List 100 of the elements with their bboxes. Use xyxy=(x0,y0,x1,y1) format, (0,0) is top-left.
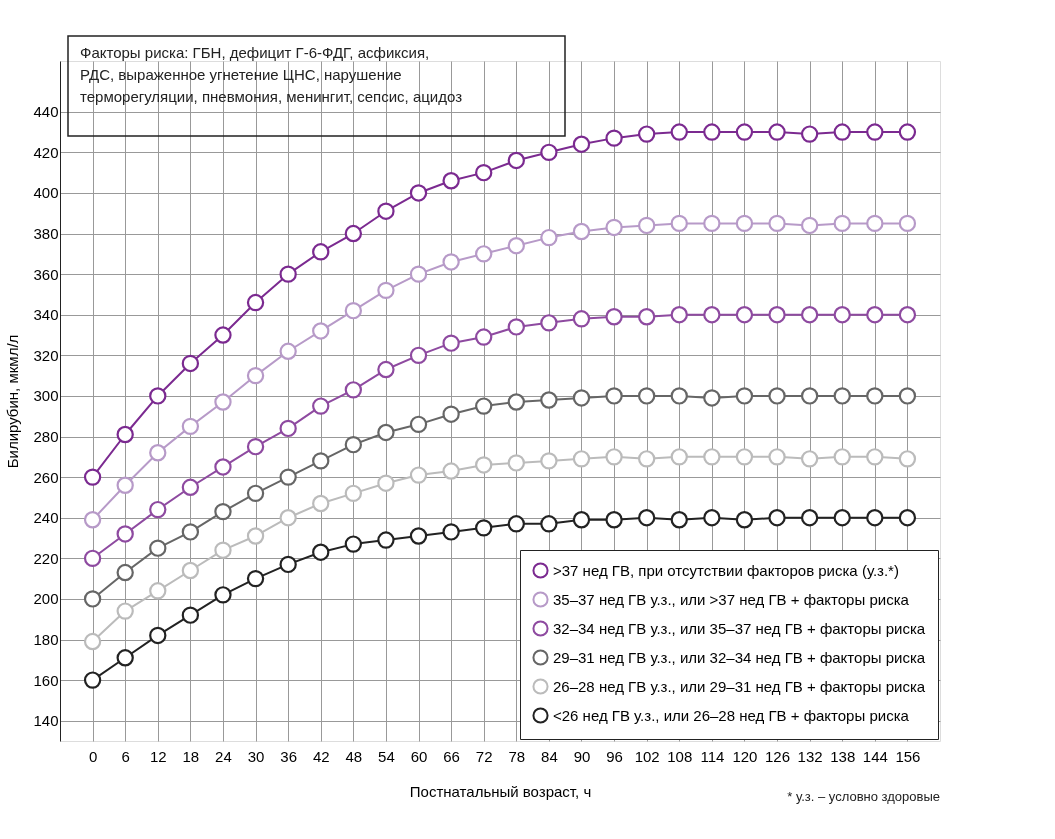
point xyxy=(605,218,623,237)
x-tick-label: 12 xyxy=(149,747,167,765)
point xyxy=(442,523,460,541)
point xyxy=(214,541,232,559)
x-tick-label: 114 xyxy=(700,747,725,765)
x-tick-label: 54 xyxy=(378,747,395,765)
y-tick-label: 140 xyxy=(33,712,59,730)
point xyxy=(898,387,917,405)
point xyxy=(866,387,884,405)
point xyxy=(768,509,786,527)
point xyxy=(181,478,200,496)
point xyxy=(800,216,819,235)
point xyxy=(833,306,851,324)
point xyxy=(833,123,851,141)
point xyxy=(149,444,167,462)
point xyxy=(637,216,656,235)
x-tick-label: 156 xyxy=(895,747,921,765)
x-tick-label: 84 xyxy=(541,747,558,765)
x-tick-label: 42 xyxy=(312,747,330,765)
point xyxy=(768,123,786,141)
point xyxy=(735,123,754,141)
point xyxy=(866,123,884,141)
x-tick-label: 36 xyxy=(280,747,297,765)
y-tick-label: 420 xyxy=(33,143,59,161)
point xyxy=(572,450,591,468)
point xyxy=(475,456,493,474)
point xyxy=(735,511,754,529)
x-axis-title: Постнатальный возраст, ч xyxy=(409,782,592,800)
point xyxy=(833,387,851,405)
point xyxy=(605,308,623,326)
point xyxy=(670,306,688,324)
point xyxy=(442,172,460,190)
point xyxy=(409,265,428,283)
x-tick-label: 18 xyxy=(182,747,200,765)
x-tick-label: 138 xyxy=(830,747,856,765)
point xyxy=(833,509,851,527)
x-tick-label: 30 xyxy=(247,747,265,765)
point xyxy=(507,393,525,411)
point xyxy=(735,387,754,405)
point xyxy=(181,606,200,624)
point xyxy=(442,253,460,271)
point xyxy=(377,474,395,492)
point xyxy=(246,527,265,545)
point xyxy=(377,423,395,442)
point xyxy=(312,452,330,470)
point xyxy=(866,306,884,324)
y-tick-label: 200 xyxy=(33,590,59,608)
x-tick-label: 102 xyxy=(634,747,660,765)
point xyxy=(181,523,200,541)
point xyxy=(768,448,786,466)
point xyxy=(116,525,134,543)
point xyxy=(670,214,688,233)
y-axis-title: Билирубин, мкмл/л xyxy=(4,334,22,469)
point xyxy=(475,163,493,182)
point xyxy=(246,293,265,312)
point xyxy=(898,306,917,324)
point xyxy=(149,387,167,405)
point xyxy=(344,435,363,454)
point xyxy=(214,458,232,476)
point xyxy=(181,354,200,373)
point xyxy=(637,509,656,527)
point xyxy=(507,454,525,472)
point xyxy=(279,468,297,486)
point xyxy=(833,214,851,233)
point xyxy=(279,342,297,360)
point xyxy=(703,389,721,407)
point xyxy=(703,509,721,527)
text: * у.з. – условно здоровые xyxy=(787,789,940,804)
y-tick-label: 320 xyxy=(33,346,59,364)
point xyxy=(768,214,786,233)
point xyxy=(703,123,721,141)
point xyxy=(605,511,623,529)
point xyxy=(898,509,917,527)
point xyxy=(670,387,688,405)
point xyxy=(800,125,819,143)
point xyxy=(409,527,428,545)
x-tick-label: 48 xyxy=(345,747,363,765)
point xyxy=(83,590,102,608)
point xyxy=(83,468,102,486)
point xyxy=(866,448,884,466)
point xyxy=(768,306,786,324)
point xyxy=(279,555,297,574)
x-tick-label: 108 xyxy=(667,747,693,765)
point xyxy=(833,448,851,466)
point xyxy=(540,515,558,533)
x-tick-label: 132 xyxy=(797,747,823,765)
x-tick-label: 72 xyxy=(475,747,493,765)
point xyxy=(246,484,265,503)
point xyxy=(149,626,167,645)
point xyxy=(540,143,558,162)
point xyxy=(344,381,363,399)
point xyxy=(898,450,917,468)
point xyxy=(507,515,525,533)
y-tick-label: 160 xyxy=(33,671,59,689)
point xyxy=(149,500,167,519)
point xyxy=(703,448,721,466)
point xyxy=(312,494,330,513)
point xyxy=(898,214,917,233)
point xyxy=(377,360,395,379)
point xyxy=(866,214,884,233)
